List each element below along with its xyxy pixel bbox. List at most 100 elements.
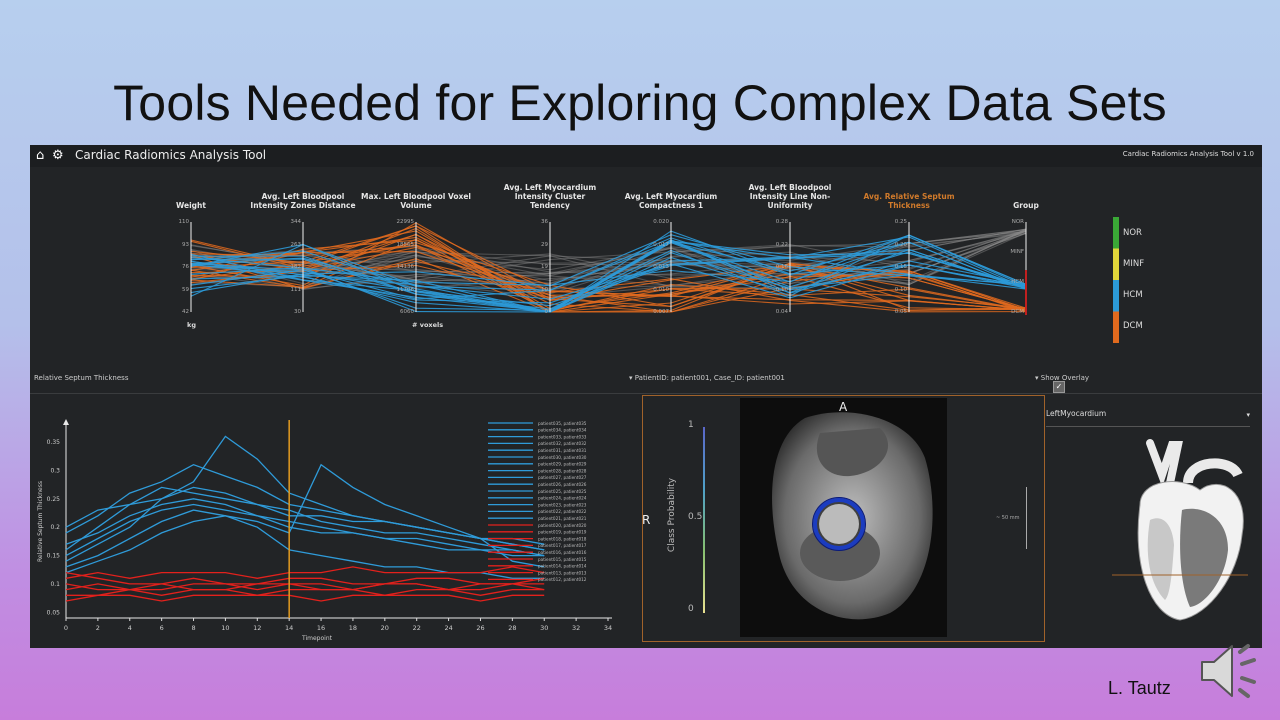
- patient-legend-label[interactable]: patient023, patient023: [538, 502, 587, 507]
- colorbar: [703, 427, 705, 613]
- patient-legend-label[interactable]: patient022, patient022: [538, 509, 587, 514]
- patient-legend-label[interactable]: patient035, patient035: [538, 421, 587, 426]
- x-tick-label: 2: [96, 624, 100, 632]
- axis-tick: 0.15: [894, 264, 907, 270]
- y-tick-label: 0.35: [47, 439, 61, 446]
- profile-line: [190, 233, 1027, 312]
- y-axis-label: Relative Septum Thickness: [37, 481, 44, 562]
- profile-line: [190, 244, 1027, 300]
- axis-tick: 30: [294, 309, 301, 315]
- show-overlay-checkbox[interactable]: ✓: [1053, 381, 1065, 393]
- axis-tick: 0.05: [894, 309, 907, 315]
- series-line-dcm[interactable]: [65, 566, 545, 579]
- axis-tick: 0.10: [894, 286, 907, 293]
- profile-line: [190, 229, 1027, 285]
- scale-bar-label: ~ 50 mm: [996, 515, 1020, 521]
- patient-legend-label[interactable]: patient028, patient028: [538, 468, 587, 473]
- profile-line: [190, 228, 1027, 283]
- axis-tick: 0.25: [894, 219, 907, 225]
- patient-legend-label[interactable]: patient018, patient018: [538, 536, 587, 541]
- patient-legend-label[interactable]: patient019, patient019: [538, 530, 587, 535]
- patient-select[interactable]: ▾ PatientID: patient001, Case_ID: patien…: [629, 374, 785, 382]
- series-line-hcm[interactable]: [65, 498, 545, 557]
- axis-tick: 0.20: [894, 241, 907, 248]
- patient-legend-label[interactable]: patient031, patient031: [538, 448, 587, 453]
- series-line-dcm[interactable]: [66, 588, 545, 596]
- legend-item: DCM: [1123, 321, 1143, 331]
- axis-header: Avg. Left Myocardium Compactness 1: [624, 192, 718, 210]
- patient-legend-label[interactable]: patient030, patient030: [538, 455, 587, 460]
- patient-legend-label[interactable]: patient021, patient021: [538, 516, 587, 521]
- axis-tick: DCM: [1011, 309, 1024, 315]
- patient-legend-label[interactable]: patient033, patient033: [538, 434, 587, 439]
- septum-thickness-chart[interactable]: 0 2 4 6 8 10 12 14 16 18 20 22 24 26 28 30 32 340.050.10.…: [30, 395, 642, 645]
- axis-tick: 344: [290, 219, 302, 225]
- series-line-hcm[interactable]: [65, 435, 545, 551]
- patient-legend-label[interactable]: patient026, patient026: [538, 482, 587, 487]
- patient-legend-label[interactable]: patient025, patient025: [538, 489, 587, 494]
- author-name: L. Tautz: [1108, 678, 1171, 698]
- axis-header: Avg. Left Bloodpool Intensity Zones Dist…: [250, 192, 356, 210]
- scale-bar: [1026, 487, 1030, 549]
- profile-line: [190, 228, 1027, 290]
- series-line-hcm[interactable]: [65, 463, 545, 574]
- speaker-icon[interactable]: [1196, 638, 1262, 704]
- patient-legend-label[interactable]: patient017, patient017: [538, 543, 587, 548]
- axis-tick: 0.007: [653, 309, 669, 315]
- series-line-dcm[interactable]: [65, 571, 545, 585]
- image-view-panel[interactable]: [642, 395, 1045, 642]
- profile-line: [190, 241, 1027, 290]
- axis-tick: 0.017: [653, 241, 669, 248]
- x-axis-label: Timepoint: [301, 635, 333, 642]
- structure-select[interactable]: LeftMyocardium ▾: [1046, 409, 1250, 425]
- app-version: Cardiac Radiomics Analysis Tool v 1.0: [1122, 150, 1254, 158]
- home-icon[interactable]: ⌂: [36, 148, 45, 163]
- patient-legend-label[interactable]: patient032, patient032: [538, 441, 587, 446]
- axis-tick: 0.22: [775, 241, 788, 248]
- series-line-dcm[interactable]: [65, 594, 545, 602]
- axis-tick: 42: [182, 309, 189, 315]
- axis-tick: 93: [182, 241, 189, 248]
- patient-legend-label[interactable]: patient014, patient014: [538, 564, 587, 569]
- y-tick-label: 0.05: [47, 609, 61, 616]
- x-tick-label: 26: [476, 624, 484, 632]
- axis-tick: 6060: [400, 309, 414, 315]
- patient-legend-label[interactable]: patient013, patient013: [538, 570, 587, 575]
- y-tick-label: 0.25: [47, 496, 61, 503]
- x-tick-label: 28: [508, 624, 516, 632]
- patient-legend-label[interactable]: patient027, patient027: [538, 475, 587, 480]
- series-line-dcm[interactable]: [65, 583, 545, 591]
- axis-tick: 59: [182, 286, 189, 293]
- x-tick-label: 32: [572, 624, 580, 632]
- patient-legend-label[interactable]: patient012, patient012: [538, 577, 587, 582]
- gear-icon[interactable]: ⚙: [52, 148, 64, 163]
- series-line-dcm[interactable]: [65, 583, 545, 591]
- show-overlay-toggle[interactable]: ▾ Show Overlay: [1035, 374, 1090, 382]
- heart-diagram[interactable]: [1110, 435, 1250, 635]
- patient-legend-label[interactable]: patient029, patient029: [538, 462, 587, 467]
- series-line-hcm[interactable]: [65, 503, 545, 557]
- x-tick-label: 12: [253, 624, 261, 632]
- axis-tick: 0.28: [775, 219, 788, 225]
- mri-slice: [772, 412, 933, 620]
- patient-legend-label[interactable]: patient016, patient016: [538, 550, 587, 555]
- series-line-hcm[interactable]: [65, 486, 545, 562]
- axis-header: Max. Left Bloodpool Voxel Volume: [361, 192, 472, 210]
- patient-legend-label[interactable]: patient020, patient020: [538, 523, 587, 528]
- axis-tick: 182: [290, 264, 302, 270]
- y-tick-label: 0.1: [50, 581, 60, 588]
- profile-line: [190, 227, 1027, 313]
- chevron-down-icon: ▾: [1246, 411, 1250, 419]
- mri-image[interactable]: [740, 398, 947, 637]
- patient-legend-label[interactable]: patient015, patient015: [538, 557, 587, 562]
- x-tick-label: 8: [191, 624, 195, 632]
- profile-line: [190, 234, 1027, 300]
- patient-legend-label[interactable]: patient034, patient034: [538, 428, 587, 433]
- patient-legend-label[interactable]: patient024, patient024: [538, 496, 587, 501]
- axis-header: Avg. Left Bloodpool Intensity Line Non-U…: [748, 183, 832, 210]
- orientation-top-label: A: [839, 400, 848, 414]
- profile-line: [190, 238, 1027, 313]
- group-legend-bar: [1113, 217, 1119, 343]
- axis-tick: HCM: [1011, 279, 1024, 285]
- parallel-coordinates-plot[interactable]: [30, 145, 1262, 367]
